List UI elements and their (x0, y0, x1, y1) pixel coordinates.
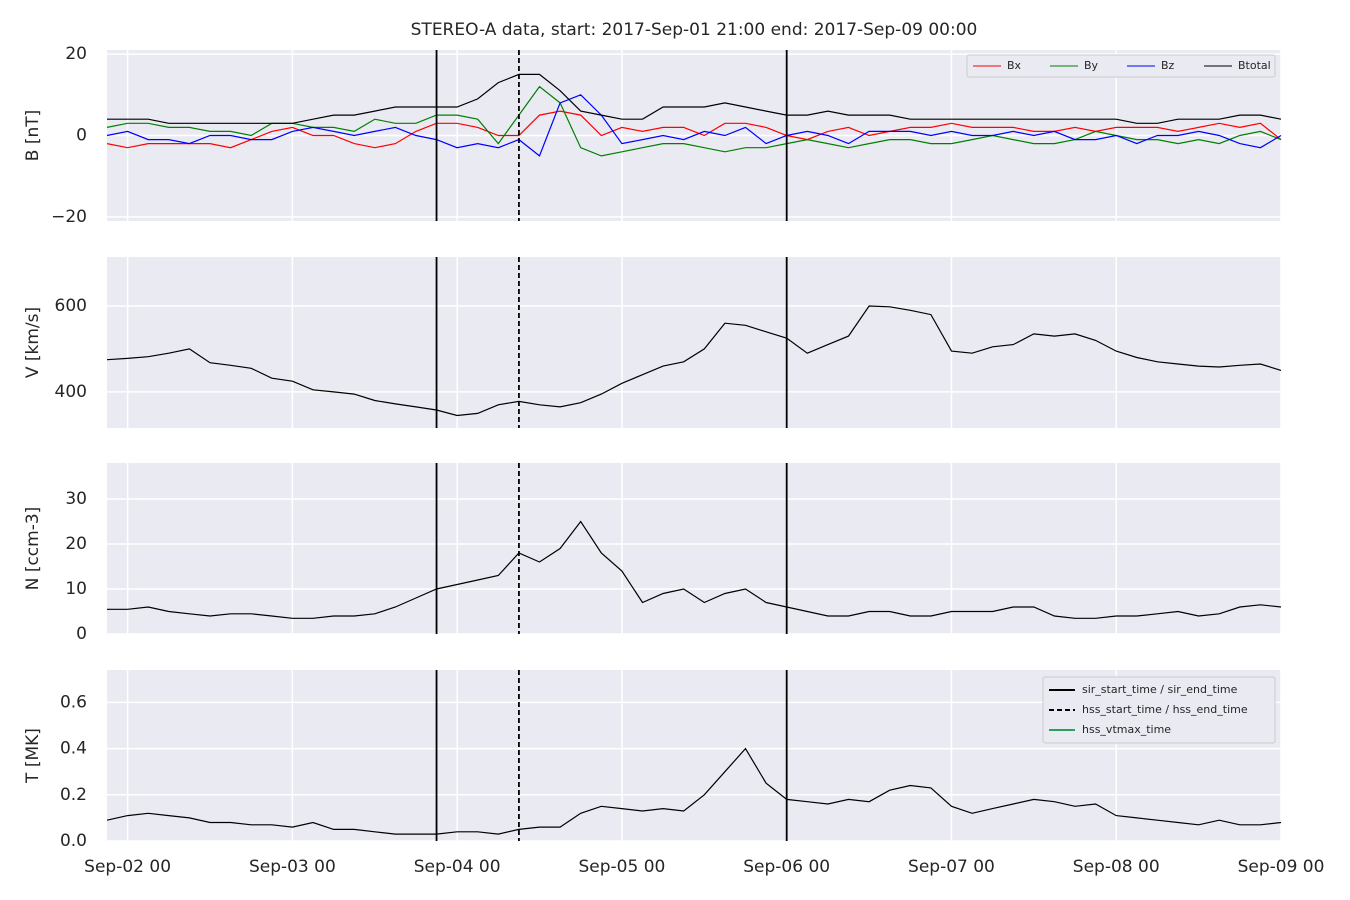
y-tick-label: 0.2 (60, 785, 87, 805)
data-line (106, 305, 1282, 417)
y-axis-label: N [ccm-3] (23, 507, 43, 591)
y-tick-label: 0 (76, 126, 87, 146)
data-line (107, 73, 1282, 124)
y-tick-label: 0 (76, 624, 87, 644)
y-tick-label: 600 (55, 296, 87, 316)
y-tick-label: 0.0 (60, 831, 87, 851)
legend-label: By (1084, 59, 1099, 72)
y-tick-label: 400 (55, 382, 87, 402)
y-tick-label: 20 (65, 534, 87, 554)
panel-background (107, 463, 1281, 634)
x-tick-label: Sep-09 00 (1238, 857, 1325, 877)
chart-title: STEREO-A data, start: 2017-Sep-01 21:00 … (411, 20, 978, 40)
x-tick-label: Sep-05 00 (578, 857, 665, 877)
y-axis-label: V [km/s] (23, 307, 43, 378)
legend-label: Bx (1007, 59, 1022, 72)
x-tick-label: Sep-02 00 (84, 857, 171, 877)
data-line (106, 747, 1282, 835)
y-tick-label: 30 (65, 489, 87, 509)
y-tick-label: 20 (65, 44, 87, 64)
x-tick-label: Sep-04 00 (414, 857, 501, 877)
y-tick-label: 10 (65, 579, 87, 599)
legend-box (966, 54, 1276, 78)
y-tick-label: −20 (51, 207, 87, 227)
legend-box (1042, 676, 1276, 744)
legend-label: sir_start_time / sir_end_time (1082, 683, 1238, 696)
x-tick-label: Sep-08 00 (1073, 857, 1160, 877)
data-line (107, 520, 1282, 619)
data-line (106, 85, 1282, 157)
legend-label: Btotal (1238, 59, 1271, 72)
x-tick-label: Sep-07 00 (908, 857, 995, 877)
data-line (106, 110, 1282, 149)
data-line (106, 94, 1282, 157)
legend-label: hss_start_time / hss_end_time (1082, 703, 1248, 716)
y-tick-label: 0.4 (60, 739, 87, 759)
y-axis-label: T [MK] (23, 728, 43, 784)
x-tick-label: Sep-03 00 (249, 857, 336, 877)
y-axis-label: B [nT] (23, 110, 43, 162)
legend-label: Bz (1161, 59, 1175, 72)
panel-background (107, 257, 1281, 428)
y-tick-label: 0.6 (60, 692, 87, 712)
x-tick-label: Sep-06 00 (743, 857, 830, 877)
legend-label: hss_vtmax_time (1082, 723, 1171, 736)
